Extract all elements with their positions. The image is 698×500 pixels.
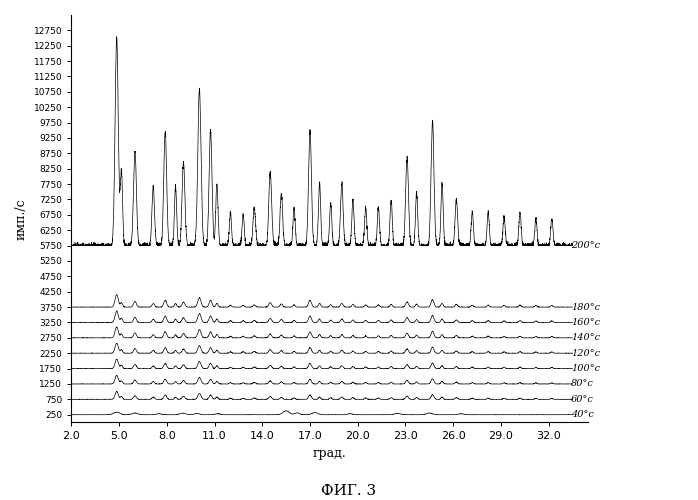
Text: 200°c: 200°c (571, 241, 600, 250)
Text: 120°c: 120°c (571, 348, 600, 358)
Text: 60°c: 60°c (571, 395, 594, 404)
Text: 180°c: 180°c (571, 302, 600, 312)
Text: 140°c: 140°c (571, 334, 600, 342)
Text: 40°c: 40°c (571, 410, 594, 419)
Y-axis label: имп./с: имп./с (15, 198, 28, 239)
Text: ФИГ. 3: ФИГ. 3 (322, 484, 376, 498)
Text: 160°c: 160°c (571, 318, 600, 327)
Text: 80°c: 80°c (571, 380, 594, 388)
X-axis label: град.: град. (313, 447, 347, 460)
Text: 100°c: 100°c (571, 364, 600, 373)
